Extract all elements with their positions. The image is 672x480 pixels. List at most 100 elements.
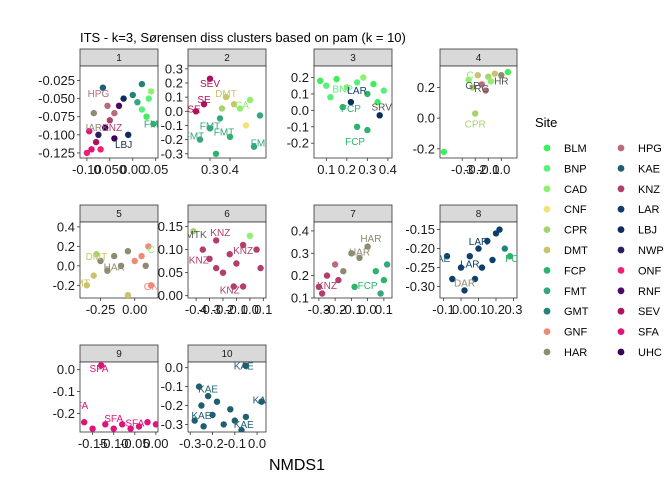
data-point: [117, 262, 125, 269]
data-point: [192, 108, 200, 115]
point-label: FMT: [214, 127, 235, 138]
y-tick-label: 0.00: [158, 288, 183, 303]
x-tick-label: 0.4: [379, 162, 397, 177]
point-label: KNZ: [233, 246, 253, 257]
data-point: [93, 251, 100, 258]
x-tick-label: 0.1: [469, 302, 487, 317]
legend-item-cpr: CPR: [543, 225, 587, 237]
data-point: [501, 245, 508, 252]
legend-item-hpg: HPG: [617, 143, 662, 155]
legend-label: LAR: [638, 204, 659, 216]
x-tick-label: -0.1: [225, 302, 247, 317]
data-point: [504, 68, 512, 76]
data-point: [138, 80, 146, 88]
point-label: FMT: [200, 122, 221, 133]
y-tick-label: -0.1: [53, 384, 75, 399]
legend-label: SEV: [638, 306, 661, 318]
x-tick-label: 0.00: [143, 436, 168, 451]
legend-label: SFA: [638, 327, 659, 339]
y-tick-label: 0.4: [57, 219, 75, 234]
data-point: [127, 425, 134, 432]
x-tick-label: 0.0: [452, 302, 470, 317]
data-point: [331, 261, 339, 268]
legend-label: NWP: [638, 245, 664, 257]
data-point: [471, 275, 479, 283]
data-point: [219, 269, 227, 276]
legend-key: [617, 144, 625, 152]
data-point: [496, 226, 503, 233]
y-tick-label: 0.2: [417, 80, 435, 95]
data-point: [142, 262, 149, 269]
point-label: KNZ: [210, 228, 230, 239]
x-tick-label: -0.15: [78, 436, 108, 451]
point-label: DAR: [454, 279, 475, 290]
point-label: KNZ: [317, 281, 337, 292]
data-point: [196, 136, 204, 143]
legend-item-cnf: CNF: [543, 204, 587, 216]
legend-key: [617, 226, 625, 234]
point-label: HAR: [360, 234, 381, 245]
point-label: KAE: [234, 362, 254, 373]
x-tick-label: 0.1: [375, 302, 393, 317]
data-point: [478, 81, 485, 88]
x-tick-label: -0.3: [451, 162, 473, 177]
data-point: [199, 246, 206, 253]
data-point: [204, 392, 212, 400]
facet-strip-label: 5: [116, 209, 122, 220]
legend-label: GMT: [564, 306, 589, 318]
point-label: CPR: [465, 119, 486, 130]
x-tick-label: -0.25: [86, 302, 116, 317]
data-point: [377, 290, 384, 297]
y-tick-label: 0.0: [57, 362, 75, 377]
data-point: [315, 283, 323, 290]
data-point: [351, 283, 358, 290]
y-tick-label: -0.15: [405, 222, 435, 237]
legend-label: CNF: [564, 204, 587, 216]
point-label: RG: [474, 84, 489, 95]
data-point: [124, 291, 132, 298]
y-tick-label: -0.075: [38, 109, 75, 124]
legend-key: [617, 267, 625, 274]
panel-plot-area: KAE KAE KA KAE KAE: [191, 362, 266, 432]
legend-key: [543, 348, 551, 356]
x-tick-label: 0.00: [122, 302, 147, 317]
data-point: [339, 103, 346, 111]
data-point: [131, 257, 138, 265]
data-point: [443, 253, 451, 260]
data-point: [135, 423, 143, 430]
data-point: [236, 105, 244, 112]
data-point: [86, 128, 93, 135]
data-point: [97, 362, 105, 369]
data-point: [104, 267, 111, 274]
x-tick-label: -0.1: [477, 162, 499, 177]
data-point: [506, 253, 514, 260]
data-point: [374, 98, 381, 106]
data-point: [134, 99, 141, 106]
data-point: [102, 124, 109, 131]
data-point: [343, 84, 350, 91]
y-tick-label: 0.2: [57, 239, 75, 254]
data-point: [246, 96, 254, 104]
legend-key: [543, 246, 551, 254]
legend-label: KAE: [638, 163, 660, 175]
data-point: [364, 243, 371, 250]
point-label: KNZ: [189, 256, 209, 267]
data-point: [449, 275, 456, 283]
data-point: [206, 75, 214, 82]
point-label: FA: [76, 401, 89, 412]
legend-item-fmt: FMT: [543, 286, 587, 298]
data-point: [380, 276, 388, 284]
data-point: [125, 131, 132, 138]
y-tick-label: -0.20: [405, 241, 435, 256]
y-tick-label: -0.1: [161, 379, 183, 394]
data-point: [92, 138, 100, 146]
data-point: [129, 91, 136, 99]
data-point: [145, 243, 152, 250]
legend-item-dmt: DMT: [543, 245, 588, 257]
